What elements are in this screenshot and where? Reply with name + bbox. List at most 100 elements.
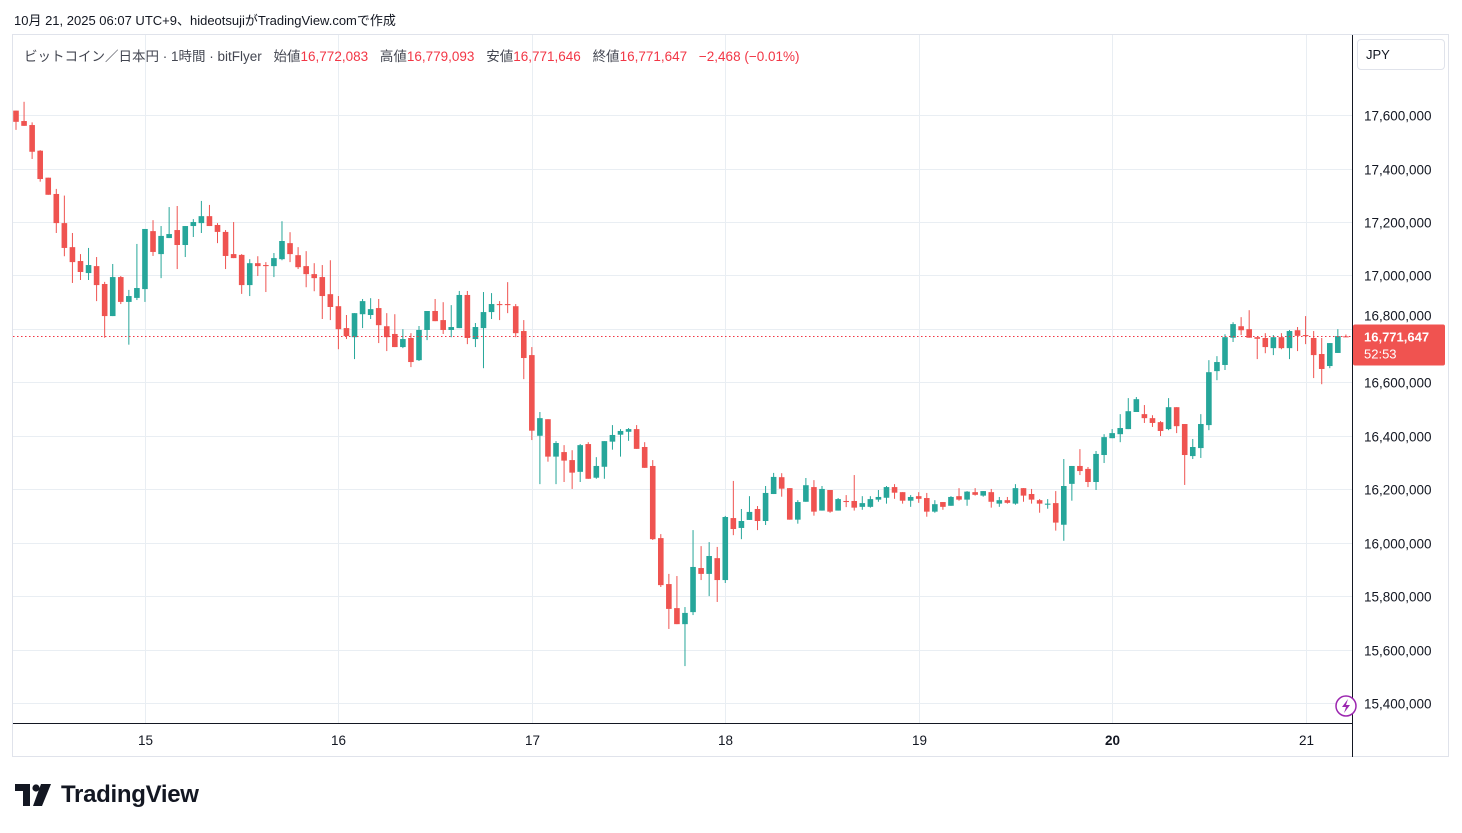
candle <box>819 486 825 511</box>
candle-body <box>1302 335 1309 337</box>
candle-body <box>408 337 414 363</box>
candle <box>1246 310 1252 338</box>
candle <box>1069 465 1075 501</box>
price-tick-label: 16,200,000 <box>1364 483 1432 498</box>
candle <box>432 298 438 322</box>
price-tick-label: 16,600,000 <box>1364 376 1432 391</box>
candle-body <box>246 263 253 286</box>
candle-body <box>134 288 140 298</box>
candle <box>964 491 970 506</box>
candle-body <box>553 442 559 457</box>
price-tick-label: 16,400,000 <box>1364 430 1432 445</box>
candle-body <box>972 492 978 495</box>
candle-body <box>988 492 995 502</box>
candle <box>295 247 301 270</box>
price-tick-label: 17,600,000 <box>1364 109 1432 124</box>
candle-body <box>279 240 285 260</box>
candle-body <box>206 216 213 227</box>
candle-body <box>343 328 350 337</box>
candle-body <box>1254 337 1261 339</box>
candle <box>77 254 84 281</box>
candle-body <box>416 329 422 361</box>
candle <box>940 502 946 510</box>
candle <box>327 260 334 321</box>
time-tick-label: 21 <box>1299 733 1314 748</box>
candle <box>311 263 318 292</box>
candle <box>367 298 374 320</box>
candle-body <box>593 465 600 478</box>
candle-body <box>537 418 543 436</box>
candle <box>408 333 414 368</box>
candle <box>738 508 745 540</box>
candle <box>504 282 511 314</box>
candle-body <box>1085 468 1091 482</box>
candle <box>1004 496 1011 504</box>
candle <box>803 477 809 502</box>
candle <box>206 204 213 227</box>
candle <box>843 495 849 508</box>
candle <box>1214 356 1220 381</box>
candle-body <box>1189 446 1196 457</box>
candle <box>561 445 567 482</box>
candle-body <box>383 326 390 338</box>
candle-body <box>786 488 793 520</box>
currency-button[interactable]: JPY <box>1357 39 1445 70</box>
change-value: −2,468 (−0.01%) <box>698 49 800 64</box>
candle <box>1206 360 1212 431</box>
candle-body <box>915 496 922 499</box>
price-axis: 17,600,000 17,400,000 17,200,000 17,000,000… <box>1364 109 1432 712</box>
candle <box>1318 337 1325 385</box>
candle <box>424 311 430 341</box>
chart-frame <box>12 34 1449 757</box>
candle-body <box>1262 337 1269 348</box>
candle-body <box>666 584 672 609</box>
candle <box>37 150 43 182</box>
candle <box>13 110 19 130</box>
candle <box>190 219 197 237</box>
candle-body <box>1206 372 1212 426</box>
candle <box>263 262 269 293</box>
candle-body <box>1286 331 1293 349</box>
price-tick-label: 15,600,000 <box>1364 644 1432 659</box>
candle-body <box>803 485 809 502</box>
candle-body <box>1117 428 1124 435</box>
candle <box>625 428 632 441</box>
candle-body <box>899 492 906 501</box>
tradingview-logo[interactable]: TradingView <box>15 781 199 809</box>
candle <box>440 302 446 334</box>
candle-body <box>714 558 721 581</box>
candle-body <box>778 477 785 489</box>
candle-body <box>617 430 624 435</box>
candle <box>287 232 293 263</box>
candle <box>714 546 721 602</box>
candle-body <box>45 177 52 195</box>
candle-body <box>351 313 358 338</box>
candle <box>891 484 898 499</box>
candle-body <box>859 503 866 507</box>
candle <box>956 488 962 501</box>
close-label: 終値 <box>592 49 620 64</box>
candle-body <box>295 255 301 268</box>
candle <box>158 226 164 279</box>
candle-body <box>37 150 43 180</box>
candle <box>690 530 696 616</box>
candle-body <box>1157 422 1164 431</box>
candle <box>101 281 108 338</box>
candle <box>988 488 995 508</box>
candle <box>1012 484 1019 505</box>
candle <box>464 290 471 345</box>
candle <box>762 486 769 526</box>
candle-body <box>1326 343 1333 367</box>
candle <box>1173 407 1180 434</box>
candle <box>706 542 712 597</box>
symbol-title[interactable]: ビットコイン／日本円 · 1時間 · bitFlyer <box>24 49 262 64</box>
lightning-icon[interactable] <box>1335 695 1357 717</box>
candle <box>134 243 140 301</box>
candle-body <box>464 294 471 338</box>
candle-body <box>1133 399 1140 412</box>
candle <box>1278 333 1285 350</box>
candle <box>754 506 761 531</box>
candle <box>472 323 479 348</box>
candle-body <box>214 224 221 232</box>
